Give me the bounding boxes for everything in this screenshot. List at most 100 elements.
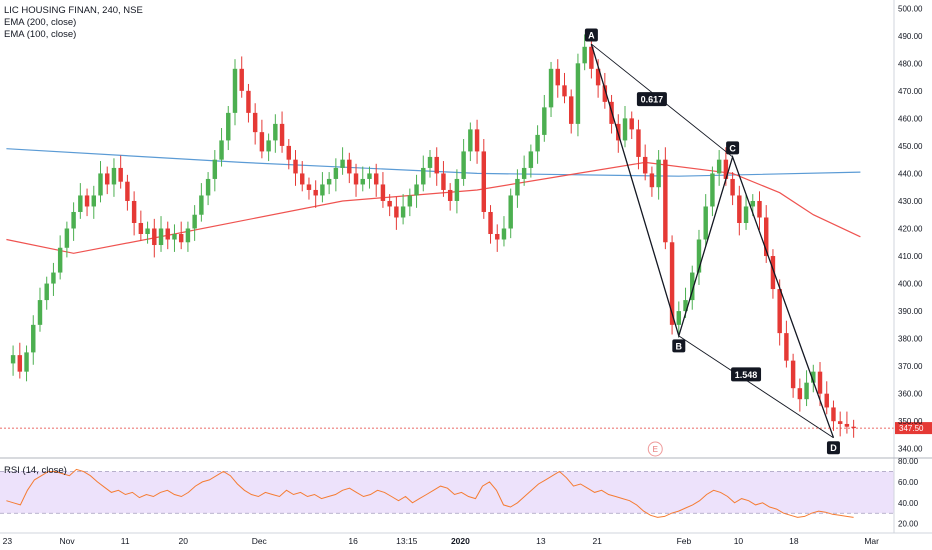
candle-body [125,181,130,201]
symbol-legend[interactable]: LIC HOUSING FINAN, 240, NSE [4,5,143,16]
candle-body [111,167,117,185]
rsi-band-fill [0,471,894,514]
price-tick-label: 360.00 [898,390,923,399]
candle [676,301,682,338]
price-tick-label: 380.00 [898,335,923,344]
candle-body [770,256,776,290]
candle [743,194,749,230]
candle-body [239,68,244,91]
candle [542,94,547,142]
current-price-tag [895,422,932,435]
candle [219,128,224,167]
price-tick-label: 400.00 [898,280,923,289]
candle-body [441,173,446,190]
price-tick-label: 340.00 [898,445,923,454]
price-tick-label: 490.00 [898,32,923,41]
candle [125,174,130,211]
candle [44,276,49,310]
current-price-line: 347.50 [0,422,932,435]
candle [205,172,211,206]
candle-body [784,333,789,361]
candle [441,161,446,197]
candle [407,188,413,217]
candle [427,150,433,178]
ema200-legend[interactable]: EMA (200, close) [4,17,77,28]
candle [71,202,76,241]
candle [716,150,722,186]
candle [851,419,856,438]
candle [78,183,83,219]
candle-body [246,90,251,113]
candle-body [78,195,83,212]
candle [165,221,170,250]
candle-body [468,129,473,152]
candle-body [326,178,332,185]
candle [326,172,332,195]
candle [528,144,534,178]
candle [663,147,668,250]
ema100-legend[interactable]: EMA (100, close) [4,29,77,40]
pattern-diag-bd [678,335,834,439]
candle-body [387,200,392,207]
candle-body [286,145,292,160]
candle-body [252,112,258,133]
candle-body [447,189,453,201]
candle [37,287,43,332]
price-tick-label: 430.00 [898,197,923,206]
candle [844,411,850,434]
candle [730,172,735,206]
candle-body [279,123,285,146]
candle-body [629,118,634,130]
candle-body [696,239,702,273]
candle-body [313,189,318,196]
price-tick-label: 420.00 [898,225,923,234]
candle-body [790,360,796,389]
candle-body [44,283,49,301]
candle [555,59,560,98]
candle [84,188,90,217]
candle [495,224,500,252]
candle-body [219,140,224,160]
candle [521,155,527,186]
pattern-point-a-box [584,28,598,42]
candle-body [716,159,722,174]
candle [447,183,453,211]
pattern-point-a: A [588,31,595,41]
time-tick-label: Feb [677,536,692,546]
candle [152,218,157,258]
candle-body [589,46,594,69]
candle [333,158,339,192]
candle-body [481,151,487,212]
candle-body [205,178,211,196]
pattern-point-c: C [729,143,736,153]
candle-body [528,151,534,168]
price-tick-label: 450.00 [898,142,923,151]
candle-body [690,272,695,301]
candle [622,105,628,148]
candle [51,262,56,296]
candle-body [10,355,16,364]
rsi-legend[interactable]: RSI (14, close) [4,465,67,476]
candle [353,163,359,197]
candle [488,205,493,244]
candle-body [582,46,587,64]
candle [421,155,426,192]
candle [172,224,177,252]
candle-body [118,167,123,182]
candle [158,216,164,252]
candle [98,161,103,203]
candle [454,169,460,214]
candle-body [131,200,137,223]
candle [300,161,305,192]
pattern-legs [590,43,835,438]
time-tick-label: Mar [864,536,879,546]
candle-body [394,206,399,218]
candle [837,411,843,437]
candle [400,194,406,225]
candle-body [340,159,345,168]
candle-body [192,214,197,229]
candle [501,216,507,247]
candle-body [259,132,265,152]
